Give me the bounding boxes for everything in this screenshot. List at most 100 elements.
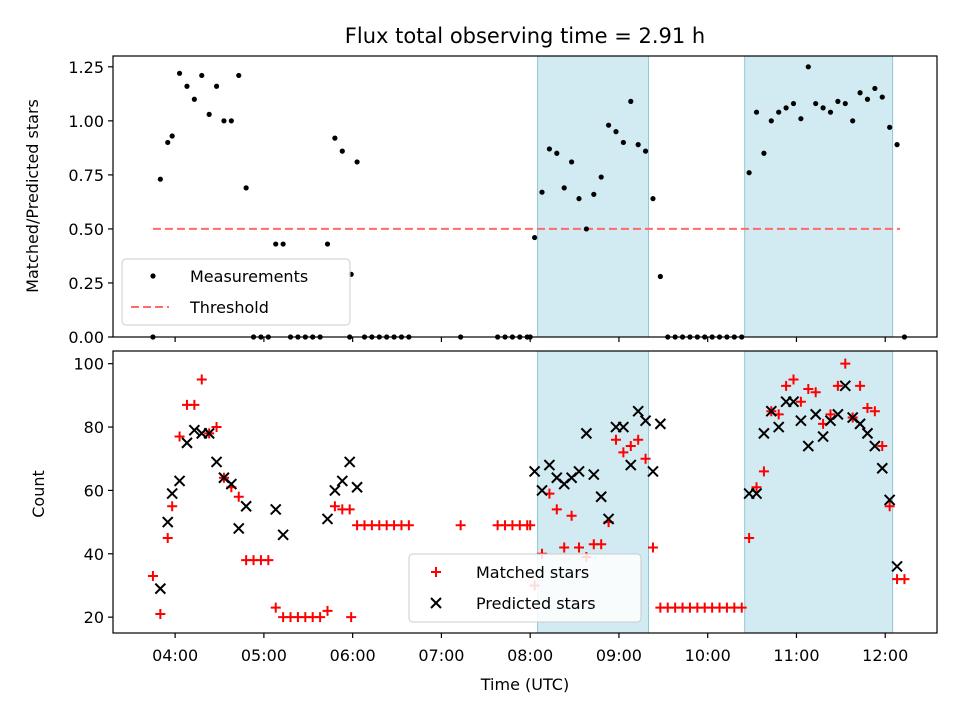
x-tick-label: 09:00 (596, 646, 642, 665)
y-tick-label: 60 (84, 481, 104, 500)
predicted-star-point (861, 427, 874, 440)
legend-label-matched: Matched stars (476, 563, 589, 582)
shaded-interval-2 (744, 350, 894, 634)
predicted-star-point (817, 430, 829, 443)
predicted-star-point (891, 560, 903, 573)
measurement-point (835, 98, 841, 104)
matched-star-point (788, 374, 799, 385)
matched-star-point (196, 374, 207, 385)
predicted-star-point (162, 516, 174, 528)
predicted-star-point (210, 456, 223, 468)
axes-frame (112, 55, 938, 338)
matched-star-point (403, 520, 414, 531)
matched-star-point (803, 384, 814, 395)
matched-star-point (795, 396, 806, 407)
measurement-point (635, 142, 641, 148)
predicted-star-point (573, 465, 585, 478)
legend-marker-predicted (430, 597, 442, 609)
measurement-point (783, 105, 789, 111)
predicted-star-point (240, 500, 252, 512)
measurement-point (184, 83, 190, 89)
legend-box (408, 553, 642, 623)
matched-star-point (329, 501, 340, 512)
measurement-point (532, 234, 538, 241)
x-tick-label: 11:00 (773, 646, 819, 665)
predicted-star-point (277, 529, 289, 541)
legend-label-predicted: Predicted stars (476, 594, 596, 613)
measurement-point (561, 185, 567, 191)
x-tick-label: 06:00 (330, 646, 376, 665)
measurement-point (591, 191, 597, 197)
x-tick-label: 05:00 (241, 646, 287, 665)
matched-star-point (344, 504, 355, 515)
measurement-point (157, 176, 163, 182)
matched-star-point (869, 406, 880, 417)
y-tick-label: 0.50 (68, 220, 104, 239)
matched-star-point (647, 542, 658, 553)
predicted-star-point (639, 415, 652, 427)
axes-frame (112, 350, 938, 634)
measurement-point (324, 241, 331, 247)
matched-star-point (781, 380, 792, 391)
x-tick-label: 04:00 (152, 646, 198, 665)
measurement-point (221, 118, 227, 124)
matched-star-point (559, 542, 570, 553)
predicted-star-point (203, 427, 215, 440)
predicted-star-point (647, 465, 659, 478)
matched-star-point (610, 434, 621, 445)
matched-star-point (455, 520, 466, 531)
measurement-point (628, 98, 634, 104)
predicted-star-point (773, 421, 785, 433)
measurement-point (827, 109, 834, 115)
predicted-star-point (154, 582, 167, 595)
measurement-point (598, 174, 604, 180)
legend-label-measurements: Measurements (190, 267, 308, 286)
predicted-star-point (832, 408, 844, 421)
measurement-point (546, 146, 553, 152)
top-panel: 0.00 0.25 0.50 0.75 1.00 1.25 Measurements Thre… (68, 55, 938, 347)
y-tick-label: 80 (84, 418, 104, 437)
measurement-point (554, 150, 560, 156)
measurement-point (568, 159, 575, 165)
matched-star-point (877, 441, 888, 452)
matched-star-point (751, 482, 762, 493)
measurement-point (657, 273, 663, 280)
top-y-axis-label: Matched/Predicted stars (23, 99, 42, 293)
measurement-point (583, 226, 589, 232)
predicted-star-point (528, 465, 541, 478)
legend-marker-measurements (150, 273, 156, 279)
x-tick-label: 10:00 (685, 646, 731, 665)
predicted-star-point (809, 408, 822, 421)
x-axis-label: Time (UTC) (480, 675, 569, 694)
matched-star-point (862, 403, 873, 414)
measurement-point (213, 83, 220, 89)
chart-title: Flux total observing time = 2.91 h (345, 24, 705, 48)
matched-star-point (322, 605, 333, 616)
measurement-point (332, 135, 338, 141)
matched-star-point (566, 510, 577, 521)
measurement-point (820, 105, 826, 111)
predicted-star-point (343, 456, 356, 468)
measurement-point (539, 189, 545, 195)
predicted-star-point (351, 481, 363, 493)
measurement-point (206, 111, 212, 117)
matched-star-point (758, 466, 769, 477)
measurement-point (199, 72, 205, 79)
predicted-star-point (595, 491, 607, 503)
predicted-star-point (536, 484, 548, 497)
matched-star-point (147, 570, 158, 581)
measurement-point (879, 94, 885, 100)
measurement-point (576, 196, 582, 202)
y-tick-label: 0.00 (68, 328, 104, 347)
measurement-point (243, 185, 249, 191)
predicted-star-point (225, 478, 238, 490)
y-tick-label: 1.25 (68, 58, 104, 77)
predicted-star-point (173, 475, 186, 487)
measurement-point (165, 139, 171, 146)
matched-star-point (884, 501, 895, 512)
measurement-point (169, 133, 175, 139)
y-tick-label: 1.00 (68, 112, 104, 131)
matched-star-point (346, 612, 357, 623)
measurement-point (228, 118, 234, 124)
